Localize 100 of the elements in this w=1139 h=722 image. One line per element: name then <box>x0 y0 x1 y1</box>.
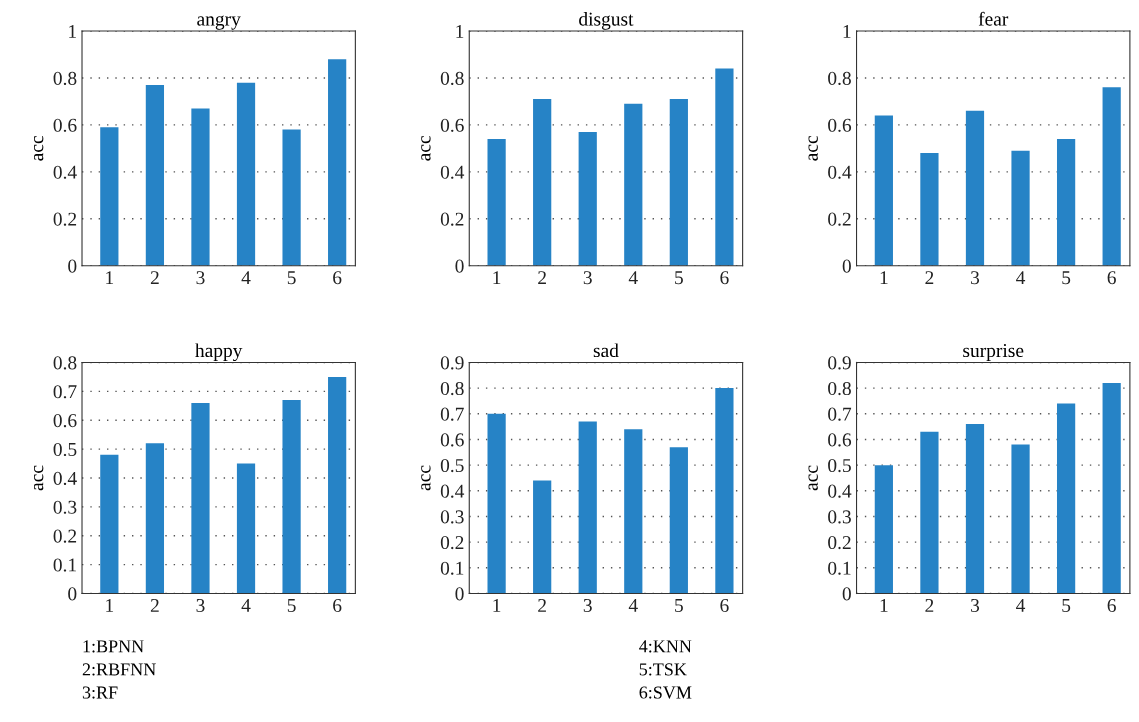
x-tick-label: 4 <box>628 599 638 612</box>
x-tick-label: 4 <box>1016 271 1026 285</box>
bar <box>145 443 165 594</box>
y-tick-label: 0.8 <box>828 71 851 85</box>
chart-title: sad <box>593 343 619 358</box>
chart-title: surprise <box>963 344 1024 362</box>
text: 4:KNN <box>639 640 692 653</box>
bar <box>533 480 552 594</box>
y-axis-title: acc <box>33 136 44 161</box>
bar <box>920 431 939 594</box>
bar <box>715 388 734 594</box>
x-tick-label: 4 <box>241 599 251 612</box>
bar <box>236 463 256 594</box>
y-tick-label: 0.4 <box>53 471 77 485</box>
y-tick-label: 0.4 <box>440 484 465 498</box>
x-tick-label: 4 <box>241 271 251 285</box>
bar <box>624 429 643 594</box>
bar <box>669 99 688 266</box>
x-tick-label: 6 <box>1107 598 1116 613</box>
y-tick-label: 0.1 <box>828 561 851 575</box>
bar <box>715 68 734 266</box>
bar <box>100 127 119 266</box>
x-tick-label: 4 <box>1016 599 1026 612</box>
y-axis-title: acc <box>421 136 431 161</box>
y-tick-label: 0.2 <box>53 529 77 543</box>
bar <box>282 399 301 594</box>
y-tick-label: 0.7 <box>440 407 464 421</box>
y-tick-label: 1 <box>456 24 464 38</box>
bar <box>487 413 506 594</box>
y-tick-label: 0.9 <box>440 356 464 370</box>
y-tick-label: 1 <box>843 24 851 38</box>
x-tick-label: 3 <box>196 598 205 613</box>
y-tick-label: 0.2 <box>440 535 464 550</box>
y-axis-title: acc <box>421 465 431 491</box>
y-tick-label: 0.2 <box>828 535 851 550</box>
x-tick-label: 6 <box>1107 271 1116 285</box>
y-tick-label: 0.1 <box>53 558 76 572</box>
x-tick-label: 3 <box>971 598 980 613</box>
y-tick-label: 0.1 <box>440 561 464 575</box>
x-tick-label: 1 <box>880 599 888 612</box>
text: 1:BPNN <box>83 640 144 653</box>
bar <box>487 138 506 266</box>
y-axis-title: acc <box>808 465 818 491</box>
x-tick-label: 1 <box>880 271 888 285</box>
y-tick-label: 0 <box>455 587 464 601</box>
y-tick-label: 0.4 <box>53 165 77 179</box>
x-tick-label: 3 <box>583 598 592 613</box>
y-axis-title: acc <box>808 136 818 161</box>
x-tick-label: 2 <box>925 271 934 285</box>
y-tick-label: 0.5 <box>440 458 464 473</box>
x-tick-label: 2 <box>150 598 159 612</box>
x-tick-label: 4 <box>628 271 638 285</box>
chart-title: fear <box>978 11 1009 26</box>
x-tick-label: 3 <box>583 271 592 285</box>
y-tick-label: 0.7 <box>53 385 77 399</box>
bar <box>965 424 985 594</box>
x-tick-label: 2 <box>538 598 546 612</box>
y-tick-label: 0.5 <box>828 458 851 473</box>
y-tick-label: 0 <box>842 259 851 273</box>
bar <box>578 421 597 594</box>
y-tick-label: 0.2 <box>53 212 77 226</box>
x-tick-label: 2 <box>150 271 159 285</box>
bar <box>874 465 893 594</box>
x-tick-label: 1 <box>493 599 501 612</box>
y-tick-label: 0 <box>842 587 851 601</box>
text: 6:SVM <box>639 686 692 699</box>
x-tick-label: 6 <box>720 598 729 613</box>
bar <box>191 402 210 594</box>
x-tick-label: 2 <box>538 271 546 285</box>
bar <box>1102 382 1121 594</box>
bar <box>874 115 893 266</box>
bar <box>282 129 301 266</box>
bar <box>578 131 597 266</box>
x-tick-label: 5 <box>287 599 296 613</box>
y-tick-label: 0.6 <box>440 118 464 132</box>
y-tick-label: 0.8 <box>440 381 464 396</box>
y-tick-label: 0.2 <box>440 212 464 226</box>
y-tick-label: 0.3 <box>53 500 77 514</box>
y-tick-label: 0.2 <box>828 212 851 226</box>
x-tick-label: 2 <box>925 598 934 612</box>
y-tick-label: 0.3 <box>440 510 464 524</box>
bar <box>191 108 210 266</box>
bar <box>533 99 552 266</box>
y-tick-label: 0.3 <box>828 510 851 524</box>
x-tick-label: 5 <box>287 271 296 285</box>
bar <box>328 376 347 594</box>
x-tick-label: 6 <box>333 271 342 285</box>
y-tick-label: 0 <box>455 259 464 273</box>
y-tick-label: 0.8 <box>53 71 77 85</box>
chart-title: happy <box>195 343 243 362</box>
y-tick-label: 0.4 <box>440 165 465 179</box>
x-tick-label: 6 <box>720 271 729 285</box>
bar <box>669 447 688 594</box>
x-tick-label: 5 <box>675 271 683 285</box>
x-tick-label: 1 <box>106 271 114 285</box>
bar <box>1011 444 1030 594</box>
x-tick-label: 5 <box>1062 599 1071 613</box>
bar <box>1056 403 1076 594</box>
y-tick-label: 0.6 <box>828 118 852 132</box>
x-tick-label: 1 <box>106 599 114 612</box>
